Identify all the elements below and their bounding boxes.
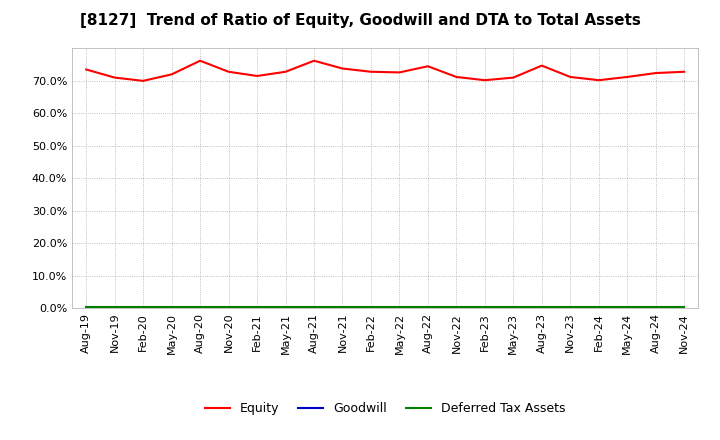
- Goodwill: [253, 305, 261, 311]
- Deferred Tax Assets: [366, 304, 375, 309]
- Deferred Tax Assets: [509, 304, 518, 309]
- Equity: [282, 69, 290, 74]
- Equity: [509, 75, 518, 80]
- Deferred Tax Assets: [480, 304, 489, 309]
- Equity: [395, 70, 404, 75]
- Equity: [253, 73, 261, 79]
- Deferred Tax Assets: [623, 304, 631, 309]
- Goodwill: [623, 305, 631, 311]
- Goodwill: [82, 305, 91, 311]
- Goodwill: [566, 305, 575, 311]
- Deferred Tax Assets: [680, 304, 688, 309]
- Goodwill: [652, 305, 660, 311]
- Equity: [196, 58, 204, 63]
- Equity: [366, 69, 375, 74]
- Equity: [110, 75, 119, 80]
- Deferred Tax Assets: [566, 304, 575, 309]
- Deferred Tax Assets: [395, 304, 404, 309]
- Goodwill: [595, 305, 603, 311]
- Goodwill: [423, 305, 432, 311]
- Equity: [480, 77, 489, 83]
- Goodwill: [310, 305, 318, 311]
- Legend: Equity, Goodwill, Deferred Tax Assets: Equity, Goodwill, Deferred Tax Assets: [200, 397, 570, 420]
- Equity: [167, 72, 176, 77]
- Deferred Tax Assets: [452, 304, 461, 309]
- Deferred Tax Assets: [196, 304, 204, 309]
- Goodwill: [338, 305, 347, 311]
- Deferred Tax Assets: [652, 304, 660, 309]
- Deferred Tax Assets: [82, 304, 91, 309]
- Equity: [452, 74, 461, 80]
- Equity: [566, 74, 575, 80]
- Goodwill: [452, 305, 461, 311]
- Deferred Tax Assets: [110, 304, 119, 309]
- Goodwill: [680, 305, 688, 311]
- Goodwill: [225, 305, 233, 311]
- Goodwill: [480, 305, 489, 311]
- Deferred Tax Assets: [225, 304, 233, 309]
- Goodwill: [366, 305, 375, 311]
- Goodwill: [167, 305, 176, 311]
- Deferred Tax Assets: [595, 304, 603, 309]
- Goodwill: [196, 305, 204, 311]
- Equity: [310, 58, 318, 63]
- Equity: [82, 67, 91, 72]
- Equity: [652, 70, 660, 76]
- Deferred Tax Assets: [139, 304, 148, 309]
- Equity: [225, 69, 233, 74]
- Goodwill: [395, 305, 404, 311]
- Deferred Tax Assets: [338, 304, 347, 309]
- Goodwill: [139, 305, 148, 311]
- Equity: [338, 66, 347, 71]
- Goodwill: [110, 305, 119, 311]
- Equity: [595, 77, 603, 83]
- Goodwill: [509, 305, 518, 311]
- Goodwill: [537, 305, 546, 311]
- Line: Equity: Equity: [86, 61, 684, 81]
- Deferred Tax Assets: [282, 304, 290, 309]
- Deferred Tax Assets: [537, 304, 546, 309]
- Deferred Tax Assets: [253, 304, 261, 309]
- Equity: [680, 69, 688, 74]
- Equity: [139, 78, 148, 84]
- Text: [8127]  Trend of Ratio of Equity, Goodwill and DTA to Total Assets: [8127] Trend of Ratio of Equity, Goodwil…: [80, 13, 640, 28]
- Equity: [537, 63, 546, 68]
- Deferred Tax Assets: [310, 304, 318, 309]
- Equity: [623, 74, 631, 80]
- Equity: [423, 64, 432, 69]
- Deferred Tax Assets: [167, 304, 176, 309]
- Goodwill: [282, 305, 290, 311]
- Deferred Tax Assets: [423, 304, 432, 309]
